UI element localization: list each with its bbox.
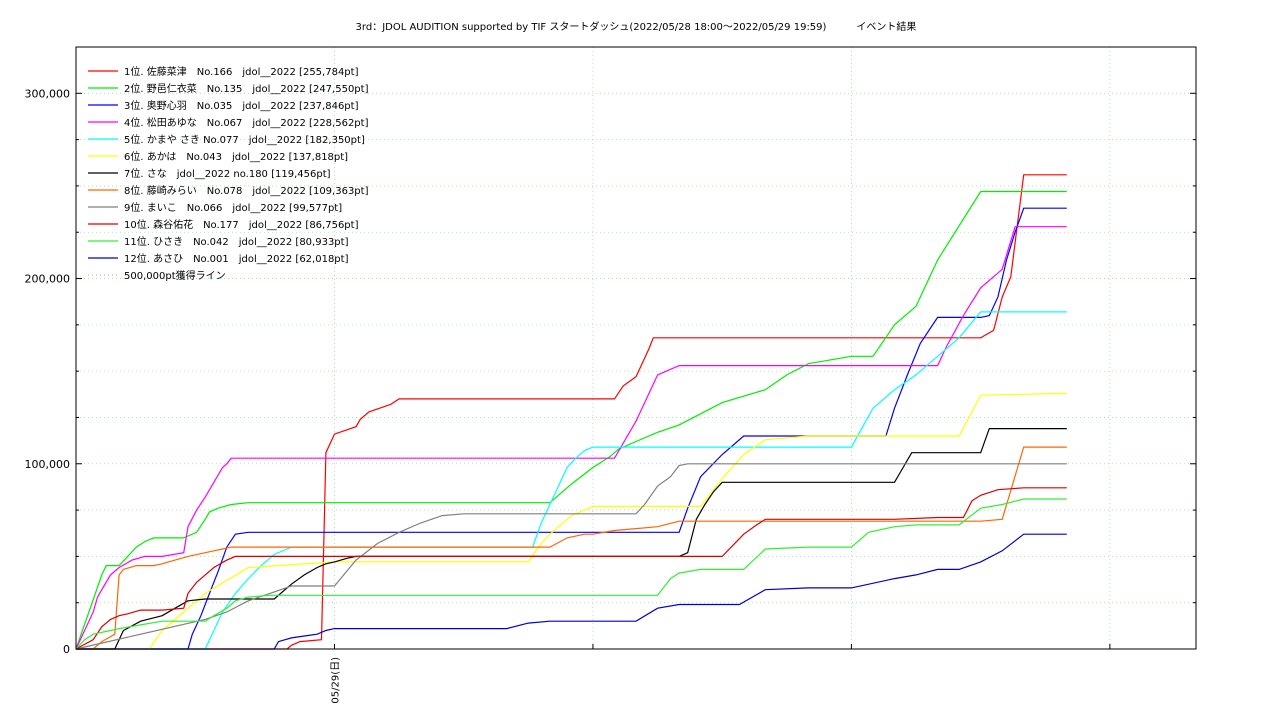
series-line-1: [76, 174, 1067, 650]
series-line-2: [75, 190, 1067, 650]
series-line-7: [76, 428, 1067, 650]
y-tick-label: 0: [63, 643, 70, 656]
legend-entry: 5位. かまや さき No.077 jdol__2022 [182,350pt]: [124, 133, 365, 146]
series-line-4: [75, 226, 1067, 650]
series-line-8: [76, 446, 1067, 650]
series-line-5: [76, 311, 1067, 650]
series-line-12: [76, 533, 1067, 650]
legend-entry: 3位. 奥野心羽 No.035 jdol__2022 [237,846pt]: [124, 99, 359, 112]
series-line-10: [75, 487, 1067, 650]
legend-entry: 10位. 森谷佑花 No.177 jdol__2022 [86,756pt]: [124, 218, 359, 231]
series-line-11: [75, 498, 1067, 650]
legend-entry: 8位. 藤崎みらい No.078 jdol__2022 [109,363pt]: [124, 184, 369, 197]
series-line-9: [75, 463, 1067, 650]
y-tick-label: 300,000: [25, 87, 71, 100]
axes: 0 100,000 200,000 300,000 05/29(日): [25, 87, 1196, 704]
legend-entry: 1位. 佐藤菜津 No.166 jdol__2022 [255,784pt]: [124, 65, 359, 78]
x-tick-label: 05/29(日): [330, 657, 341, 704]
chart-title: 3rd：JDOL AUDITION supported by TIF スタートダ…: [356, 20, 917, 33]
legend-entry: 2位. 野邑仁衣菜 No.135 jdol__2022 [247,550pt]: [124, 82, 369, 95]
legend-entry: 12位. あさひ No.001 jdol__2022 [62,018pt]: [124, 252, 349, 265]
legend: 1位. 佐藤菜津 No.166 jdol__2022 [255,784pt] 2位…: [88, 65, 369, 282]
legend-entry: 6位. あかは No.043 jdol__2022 [137,818pt]: [124, 150, 348, 163]
grid-lines: [76, 47, 1196, 649]
plot-frame: [75, 46, 1197, 650]
legend-entry: 11位. ひさき No.042 jdol__2022 [80,933pt]: [124, 235, 349, 248]
y-tick-label: 100,000: [25, 458, 71, 471]
y-tick-label: 200,000: [25, 273, 71, 286]
series-layer: [75, 174, 1067, 650]
legend-entry: 500,000pt獲得ライン: [124, 269, 226, 282]
legend-entry: 4位. 松田あゆな No.067 jdol__2022 [228,562pt]: [124, 116, 369, 129]
legend-entry: 7位. さな jdol__2022 no.180 [119,456pt]: [124, 167, 331, 180]
series-line-6: [76, 392, 1067, 650]
legend-entry: 9位. まいこ No.066 jdol__2022 [99,577pt]: [124, 201, 342, 214]
